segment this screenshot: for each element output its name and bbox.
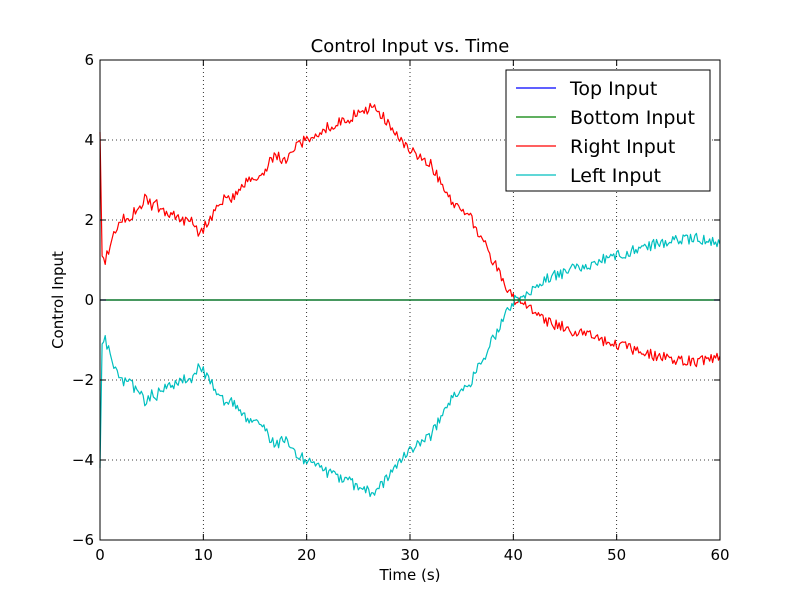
legend-box xyxy=(505,69,711,192)
x-axis-label: Time (s) xyxy=(379,566,441,584)
legend-label-right-input: Right Input xyxy=(570,136,675,158)
y-axis-label: Control Input xyxy=(49,251,67,349)
legend: Top Input Bottom Input Right Input Left … xyxy=(505,69,711,192)
y-tick-label: 0 xyxy=(84,291,94,309)
x-tick-label: 20 xyxy=(297,546,316,564)
x-tick-label: 30 xyxy=(400,546,419,564)
x-tick-label: 10 xyxy=(194,546,213,564)
tick-layer: 0 10 20 30 40 50 60 −6 −4 −2 0 2 4 6 xyxy=(72,51,730,564)
x-tick-label: 40 xyxy=(504,546,523,564)
x-tick-label: 50 xyxy=(607,546,626,564)
legend-label-bottom-input: Bottom Input xyxy=(570,107,695,129)
chart-title: Control Input vs. Time xyxy=(311,36,510,57)
legend-label-top-input: Top Input xyxy=(569,78,657,100)
y-tick-label: 6 xyxy=(84,51,94,69)
x-tick-label: 60 xyxy=(710,546,729,564)
x-tick-label: 0 xyxy=(95,546,105,564)
y-tick-label: 4 xyxy=(84,131,94,149)
y-tick-label: −2 xyxy=(72,371,94,389)
y-tick-label: −6 xyxy=(72,531,94,549)
legend-label-left-input: Left Input xyxy=(570,165,661,187)
series-layer xyxy=(99,102,721,498)
series-line-right-input xyxy=(99,102,721,368)
series-line-left-input xyxy=(99,232,721,498)
y-tick-label: −4 xyxy=(72,451,94,469)
y-tick-label: 2 xyxy=(84,211,94,229)
